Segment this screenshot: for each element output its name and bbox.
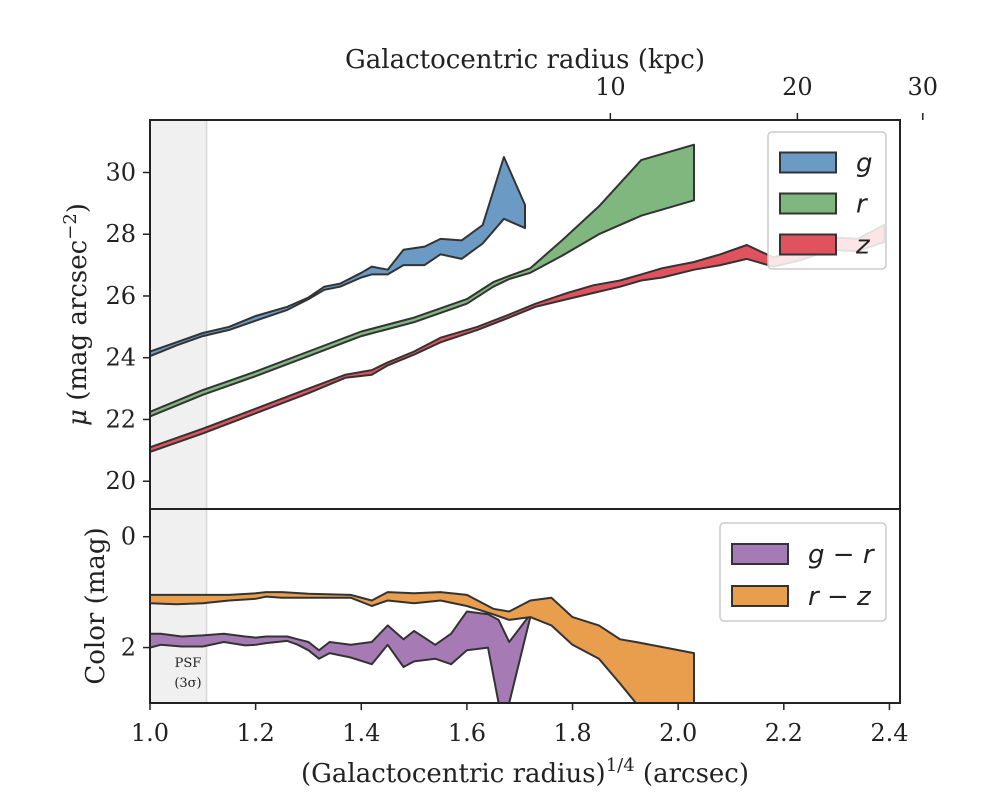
x-tick-label: 1.8 <box>553 719 591 747</box>
legend-swatch-gr <box>731 543 789 565</box>
y-tick-label: 28 <box>105 220 136 248</box>
y-tick-label: 0 <box>121 523 136 551</box>
legend-bands: grz <box>767 131 887 270</box>
x-tick-label: 1.0 <box>131 719 169 747</box>
y-tick-label: 22 <box>105 405 136 433</box>
legend-swatch-z <box>779 233 837 256</box>
psf-sigma-label: (3σ) <box>174 676 201 691</box>
legends: grz g − r r − z <box>719 131 887 622</box>
top-tick-label: 10 <box>595 73 626 101</box>
y-tick-label: 20 <box>105 467 136 495</box>
x-tick-label: 1.4 <box>342 719 380 747</box>
band-rz <box>150 591 695 703</box>
top-axis: 1020305075100150200Galactocentric radius… <box>345 45 939 120</box>
color-axis-title: Color (mag) <box>81 527 111 684</box>
x-tick-label: 1.2 <box>237 719 275 747</box>
x-tick-label: 2.2 <box>765 719 803 747</box>
legend-label-z: z <box>855 231 871 261</box>
y-tick-label: 24 <box>105 344 136 372</box>
legend-label-gr: g − r <box>808 540 876 570</box>
y-tick-label: 26 <box>105 282 136 310</box>
y-tick-label: 2 <box>121 634 136 662</box>
y-axis-title: μ (mag arcsec−2) <box>60 203 93 426</box>
x-axis: 1.0 1.2 1.4 1.6 1.8 2.0 2.2 2.4 (Galactocentric … <box>131 703 909 789</box>
legend-swatch-g <box>779 151 837 174</box>
band-r <box>150 143 695 418</box>
color-panel: 0 2 PSF (3σ) Color (mag) <box>81 508 901 704</box>
legend-swatch-r <box>779 192 837 215</box>
panel-frame <box>149 508 901 704</box>
y-tick-label: 30 <box>105 158 136 186</box>
top-tick-label: 20 <box>782 73 813 101</box>
legend-label-g: g <box>856 149 873 179</box>
legend-label-rz: r − z <box>808 582 872 612</box>
legend-swatch-rz <box>731 585 789 607</box>
top-axis-title: Galactocentric radius (kpc) <box>345 45 705 75</box>
psf-label: PSF <box>175 656 202 671</box>
x-axis-title: (Galactocentric radius)1/4 (arcsec) <box>301 755 749 789</box>
x-tick-label: 2.0 <box>659 719 697 747</box>
top-tick-label: 30 <box>908 73 939 101</box>
legend-colors: g − r r − z <box>719 522 887 622</box>
x-tick-label: 1.6 <box>448 719 486 747</box>
legend-label-r: r <box>856 190 869 220</box>
x-tick-label: 2.4 <box>870 719 908 747</box>
band-g <box>150 156 526 358</box>
